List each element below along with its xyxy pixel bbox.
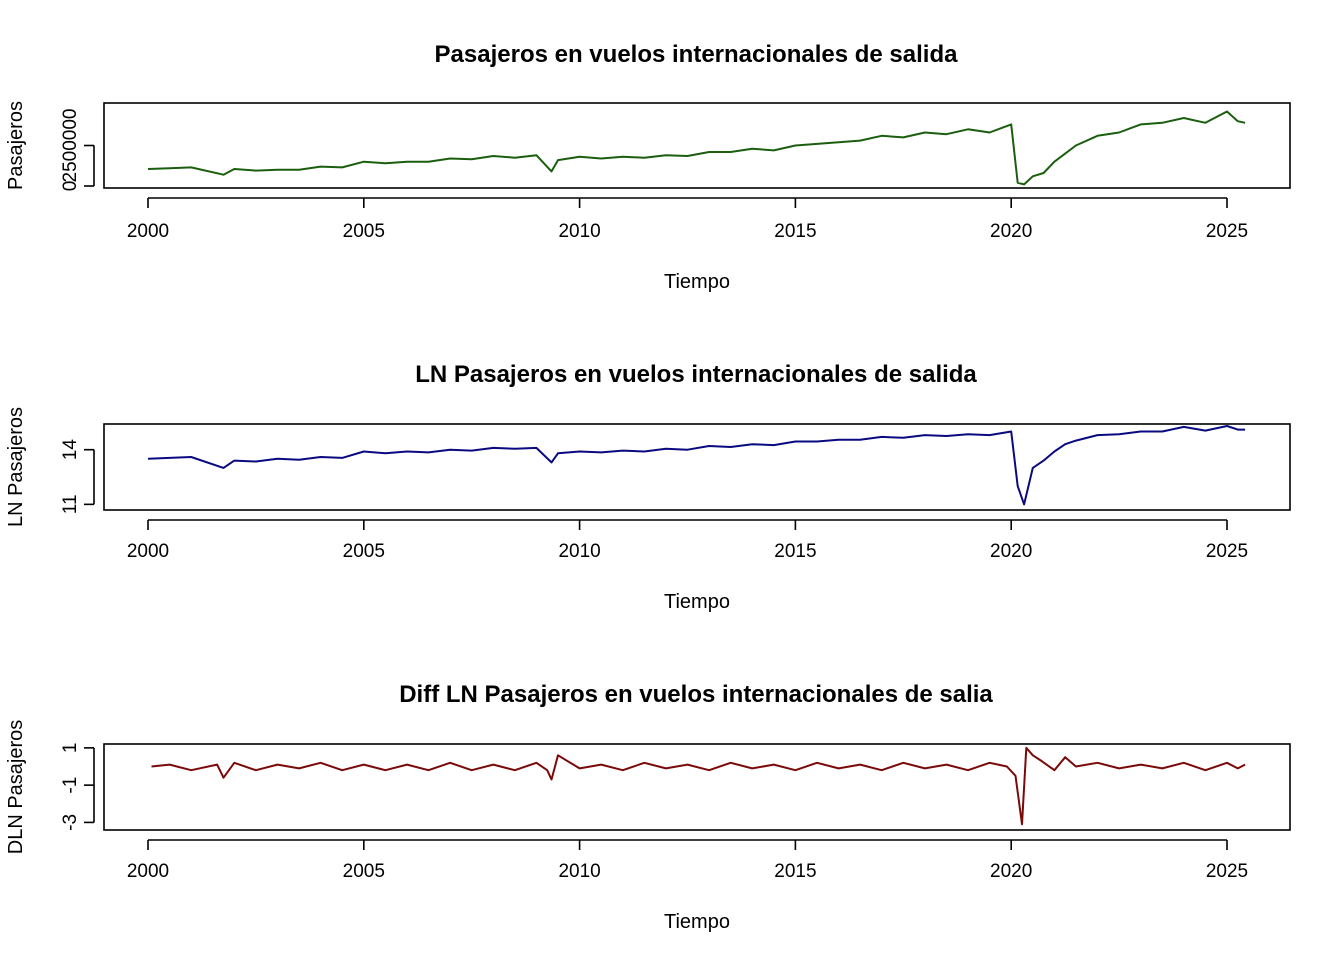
x-tick-label-2-1: 2005 [343, 541, 385, 562]
x-tick-label-2-4: 2020 [990, 541, 1032, 562]
x-axis-label-2: Tiempo [664, 591, 730, 613]
panel-title-3: Diff LN Pasajeros en vuelos internaciona… [399, 681, 993, 708]
panel-title-2: LN Pasajeros en vuelos internacionales d… [415, 361, 977, 388]
x-tick-label-1-0: 2000 [127, 221, 169, 242]
y-tick-label-2-0: 11 [60, 494, 81, 514]
x-tick-label-3-1: 2005 [343, 861, 385, 882]
x-tick-label-1-1: 2005 [343, 221, 385, 242]
x-tick-label-2-2: 2010 [558, 541, 600, 562]
x-axis-label-1: Tiempo [664, 271, 730, 293]
y-tick-label-3-2: 1 [60, 743, 81, 754]
x-tick-label-3-5: 2025 [1206, 861, 1248, 882]
x-tick-label-1-2: 2010 [558, 221, 600, 242]
x-tick-label-1-4: 2020 [990, 221, 1032, 242]
x-tick-label-3-3: 2015 [774, 861, 816, 882]
x-axis-label-3: Tiempo [664, 911, 730, 933]
x-tick-label-1-5: 2025 [1206, 221, 1248, 242]
x-tick-label-2-0: 2000 [127, 541, 169, 562]
series-line-3 [151, 746, 1246, 826]
y-axis-label-1: Pasajeros [5, 101, 27, 190]
y-tick-label-1-1: 2500000 [60, 109, 81, 183]
x-tick-label-3-4: 2020 [990, 861, 1032, 882]
y-axis-label-2: LN Pasajeros [5, 407, 27, 527]
x-tick-label-3-0: 2000 [127, 861, 169, 882]
x-tick-label-2-3: 2015 [774, 541, 816, 562]
y-tick-label-1-0: 0 [60, 181, 81, 192]
series-line-2 [147, 425, 1246, 506]
series-line-1 [147, 110, 1246, 186]
x-tick-label-2-5: 2025 [1206, 541, 1248, 562]
y-axis-label-3: DLN Pasajeros [5, 720, 27, 855]
plot-frame-1 [103, 102, 1291, 189]
x-tick-label-1-3: 2015 [774, 221, 816, 242]
y-tick-label-2-1: 14 [60, 439, 81, 461]
plot-frame-2 [103, 423, 1291, 511]
plot-frame-3 [103, 743, 1291, 831]
y-tick-label-3-0: -3 [60, 814, 81, 831]
panel-title-1: Pasajeros en vuelos internacionales de s… [435, 41, 959, 68]
x-tick-label-3-2: 2010 [558, 861, 600, 882]
y-tick-label-3-1: -1 [60, 777, 81, 794]
